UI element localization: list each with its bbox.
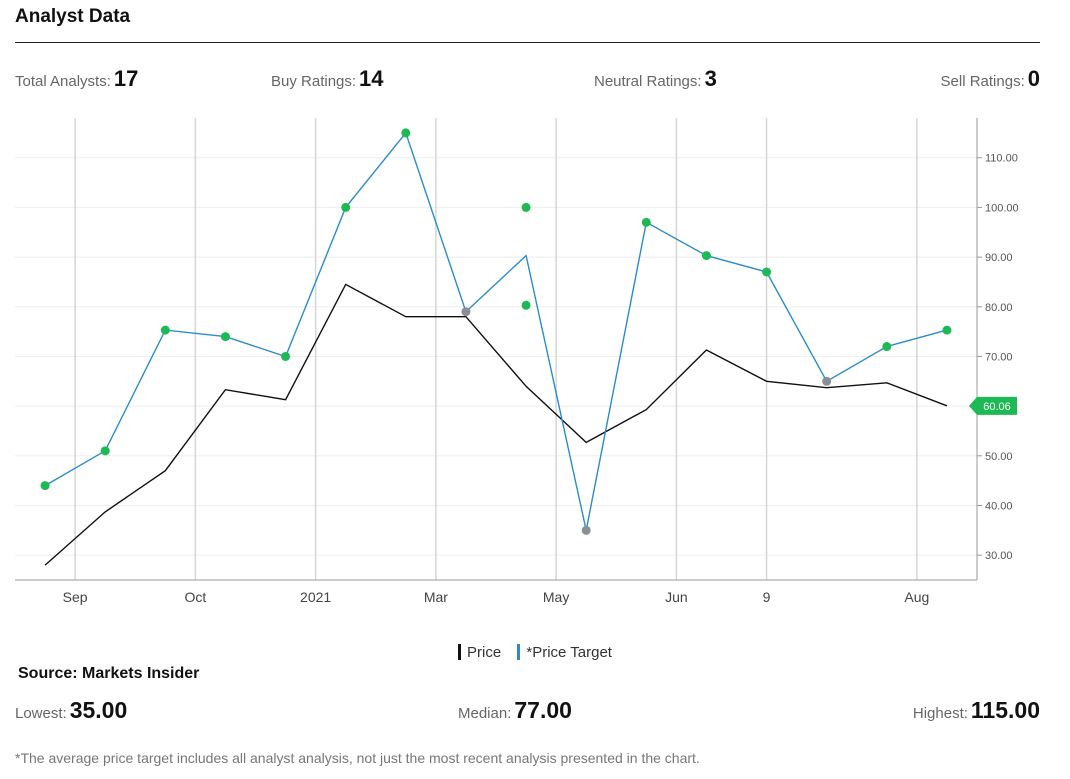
buy-rating-point [100, 446, 110, 456]
y-tick-label: 50.00 [985, 451, 1013, 463]
title-divider [15, 42, 1040, 43]
chart-legend: Price *Price Target [0, 644, 1070, 661]
buy-rating-point [40, 481, 50, 491]
x-tick-label: Mar [424, 589, 448, 605]
total-analysts-value: 17 [113, 66, 139, 91]
lowest-stat: Lowest: 35.00 [15, 697, 127, 724]
buy-rating-point [401, 128, 411, 138]
neutral-ratings-stat: Neutral Ratings: 3 [594, 66, 717, 92]
y-tick-label: 90.00 [985, 252, 1013, 264]
total-analysts-stat: Total Analysts: 17 [15, 66, 138, 92]
highest-value: 115.00 [970, 697, 1040, 723]
chart-series [44, 131, 948, 566]
median-value: 77.00 [514, 697, 572, 723]
buy-rating-point [160, 325, 170, 335]
x-tick-label: May [543, 589, 569, 605]
sell-ratings-value: 0 [1027, 66, 1040, 91]
buy-rating-point [521, 300, 531, 310]
legend-label-target: *Price Target [526, 644, 612, 661]
highest-label: Highest: [912, 705, 968, 722]
buy-ratings-stat: Buy Ratings: 14 [271, 66, 384, 92]
legend-swatch-target [517, 644, 521, 660]
current-price-label: 60.06 [983, 401, 1011, 413]
neutral-ratings-value: 3 [704, 66, 717, 91]
lowest-label: Lowest: [15, 705, 67, 722]
x-tick-label: Oct [184, 589, 206, 605]
rating-points [40, 128, 952, 535]
price-target-chart: 30.0040.0050.0060.0070.0080.0090.00100.0… [15, 118, 1019, 605]
buy-rating-point [521, 202, 531, 212]
buy-rating-point [281, 351, 291, 361]
y-tick-label: 30.00 [985, 550, 1013, 562]
grid-lines [15, 118, 977, 580]
buy-rating-point [701, 251, 711, 261]
buy-rating-point [641, 217, 651, 227]
price-series-line [44, 283, 948, 566]
x-tick-label: 9 [763, 589, 771, 605]
highest-stat: Highest: 115.00 [913, 697, 1040, 724]
neutral-rating-point [822, 376, 832, 386]
lowest-value: 35.00 [69, 697, 128, 723]
buy-rating-point [942, 325, 952, 335]
sell-ratings-stat: Sell Ratings: 0 [941, 66, 1040, 92]
x-tick-label: Aug [904, 589, 929, 605]
axis-labels: 30.0040.0050.0060.0070.0080.0090.00100.0… [63, 153, 1019, 605]
legend-label-price: Price [467, 644, 502, 661]
y-tick-label: 70.00 [985, 351, 1013, 363]
buy-rating-point [762, 267, 772, 277]
legend-item-price: Price [458, 644, 501, 661]
y-tick-label: 100.00 [985, 202, 1019, 214]
y-tick-label: 110.00 [985, 153, 1018, 165]
x-tick-label: Sep [63, 589, 88, 605]
neutral-ratings-label: Neutral Ratings: [594, 73, 702, 90]
legend-item-target: *Price Target [517, 644, 612, 661]
legend-swatch-price [458, 644, 462, 660]
buy-rating-point [341, 202, 351, 212]
price-target-series-line [44, 131, 948, 531]
y-tick-label: 40.00 [985, 500, 1013, 512]
median-stat: Median: 77.00 [458, 697, 572, 724]
sell-ratings-label: Sell Ratings: [940, 73, 1025, 90]
neutral-rating-point [581, 525, 591, 535]
median-label: Median: [458, 705, 512, 722]
chart-axes [15, 118, 982, 581]
x-tick-label: Jun [665, 589, 688, 605]
buy-rating-point [882, 342, 892, 352]
current-price-flag [969, 396, 1017, 415]
buy-ratings-label: Buy Ratings: [271, 73, 357, 90]
neutral-rating-point [461, 307, 471, 317]
total-analysts-label: Total Analysts: [15, 73, 111, 90]
buy-rating-point [220, 332, 230, 342]
page-title: Analyst Data [15, 6, 131, 27]
y-tick-label: 80.00 [985, 302, 1013, 314]
buy-ratings-value: 14 [359, 66, 384, 91]
x-tick-label: 2021 [300, 589, 331, 605]
source-credit: Source: Markets Insider [18, 665, 200, 682]
footnote: *The average price target includes all a… [15, 750, 700, 766]
